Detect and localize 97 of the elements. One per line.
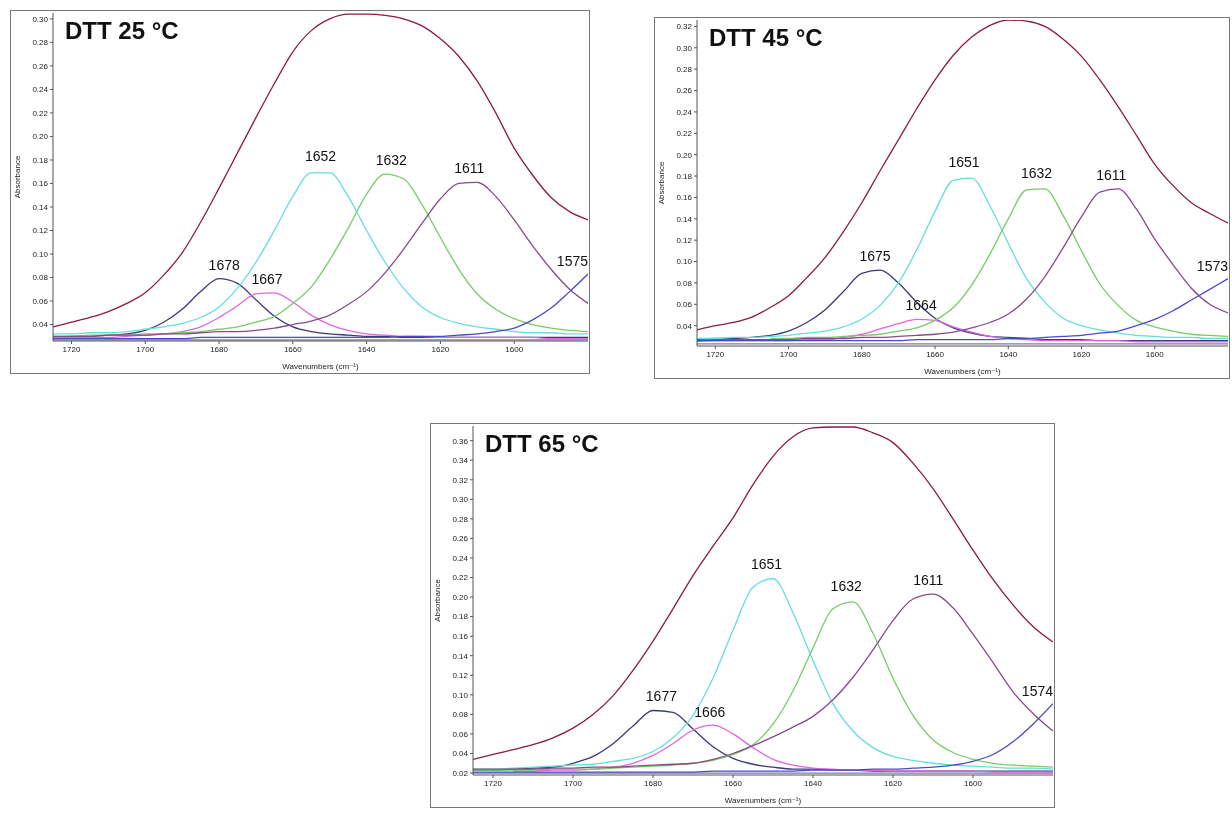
- chart-title: DTT 25 °C: [65, 17, 179, 45]
- y-tick-label: 0.30: [452, 495, 469, 505]
- y-tick-label: 0.12: [452, 671, 469, 681]
- y-tick-label: 0.22: [32, 108, 49, 118]
- annotation: 1651: [948, 153, 980, 170]
- annotation: 1632: [830, 578, 862, 595]
- y-axis-title: Absorbance: [432, 578, 442, 622]
- y-tick-label: 0.20: [676, 150, 693, 160]
- y-tick-label: 0.02: [452, 768, 469, 778]
- x-tick-label: 1720: [706, 349, 725, 359]
- x-tick-label: 1720: [484, 778, 503, 788]
- x-axis-title: Wavenumbers (cm⁻¹): [282, 362, 360, 371]
- annotation: 1611: [913, 572, 944, 589]
- y-tick-label: 0.06: [32, 296, 49, 306]
- x-tick-label: 1600: [1145, 349, 1165, 359]
- x-tick-label: 1680: [644, 778, 663, 788]
- y-tick-label: 0.30: [676, 43, 693, 53]
- x-tick-label: 1620: [1072, 349, 1091, 359]
- x-axis-title: Wavenumbers (cm⁻¹): [924, 367, 1002, 376]
- x-tick-label: 1640: [804, 778, 823, 788]
- x-tick-label: 1720: [62, 344, 81, 354]
- x-tick-label: 1660: [724, 778, 743, 788]
- line-series: [473, 426, 1053, 761]
- annotation: 1573: [1196, 257, 1229, 274]
- y-tick-label: 0.06: [452, 729, 469, 739]
- y-tick-label: 0.24: [676, 107, 693, 117]
- x-tick-label: 1700: [136, 344, 155, 354]
- y-tick-label: 0.24: [452, 553, 469, 563]
- y-tick-label: 0.28: [452, 514, 469, 524]
- annotation: 1667: [251, 270, 283, 287]
- x-tick-label: 1700: [779, 349, 798, 359]
- x-tick-label: 1600: [964, 778, 983, 788]
- annotation: 1574: [1021, 682, 1054, 699]
- y-tick-label: 0.16: [676, 193, 693, 203]
- x-tick-label: 1660: [283, 344, 303, 354]
- y-tick-label: 0.04: [676, 321, 693, 331]
- y-axis-title: Absorbance: [12, 155, 22, 199]
- y-tick-label: 0.08: [32, 273, 49, 283]
- annotation: 1651: [751, 555, 783, 572]
- annotation: 1632: [375, 151, 408, 168]
- y-tick-label: 0.28: [32, 38, 49, 48]
- x-tick-label: 1600: [505, 344, 524, 354]
- y-tick-label: 0.34: [452, 456, 469, 466]
- y-tick-label: 0.36: [452, 436, 469, 446]
- annotation: 1632: [1020, 164, 1053, 181]
- line-series: [697, 20, 1228, 331]
- y-tick-label: 0.06: [676, 300, 693, 310]
- x-tick-label: 1660: [926, 349, 945, 359]
- y-tick-label: 0.16: [452, 632, 469, 642]
- y-tick-label: 0.12: [32, 226, 49, 236]
- y-tick-label: 0.04: [32, 320, 49, 330]
- x-tick-label: 1700: [564, 778, 583, 788]
- x-tick-label: 1680: [852, 349, 872, 359]
- y-tick-label: 0.14: [676, 214, 693, 224]
- y-tick-label: 0.28: [676, 65, 693, 75]
- y-tick-label: 0.14: [32, 202, 49, 212]
- y-tick-label: 0.22: [452, 573, 469, 583]
- y-tick-label: 0.24: [32, 85, 49, 95]
- y-tick-label: 0.14: [452, 651, 469, 661]
- y-tick-label: 0.04: [452, 749, 469, 759]
- x-axis-title: Wavenumbers (cm⁻¹): [724, 796, 802, 805]
- y-tick-label: 0.16: [32, 179, 49, 189]
- y-tick-label: 0.20: [452, 592, 469, 602]
- y-tick-label: 0.30: [32, 14, 49, 24]
- y-axis-title: Absorbance: [656, 161, 666, 205]
- y-tick-label: 0.18: [676, 171, 693, 181]
- x-tick-label: 1640: [999, 349, 1018, 359]
- x-tick-label: 1680: [210, 344, 229, 354]
- x-tick-label: 1620: [884, 778, 903, 788]
- annotation: 1675: [859, 248, 891, 265]
- y-tick-label: 0.22: [676, 129, 693, 139]
- annotation: 1666: [694, 704, 726, 721]
- y-tick-label: 0.10: [452, 690, 469, 700]
- y-tick-label: 0.18: [452, 612, 469, 622]
- y-tick-label: 0.18: [32, 155, 49, 165]
- y-tick-label: 0.20: [32, 132, 49, 142]
- annotation: 1611: [1096, 166, 1127, 183]
- y-tick-label: 0.10: [32, 249, 49, 259]
- y-tick-label: 0.08: [676, 278, 693, 288]
- y-tick-label: 0.26: [452, 534, 469, 544]
- annotation: 1611: [454, 160, 485, 177]
- y-tick-label: 0.26: [32, 61, 49, 71]
- y-tick-label: 0.26: [676, 86, 693, 96]
- line-series: [53, 13, 588, 328]
- chart-title: DTT 45 °C: [709, 24, 823, 52]
- y-tick-label: 0.32: [452, 475, 469, 485]
- x-tick-label: 1640: [357, 344, 377, 354]
- annotation: 1652: [304, 148, 337, 165]
- y-tick-label: 0.32: [676, 22, 693, 32]
- y-tick-label: 0.08: [452, 710, 469, 720]
- annotation: 1678: [208, 256, 240, 273]
- annotation: 1677: [645, 687, 678, 704]
- y-tick-label: 0.10: [676, 257, 693, 267]
- x-tick-label: 1620: [431, 344, 450, 354]
- chart-title: DTT 65 °C: [485, 430, 599, 458]
- y-tick-label: 0.12: [676, 236, 693, 246]
- annotation: 1575: [556, 252, 589, 269]
